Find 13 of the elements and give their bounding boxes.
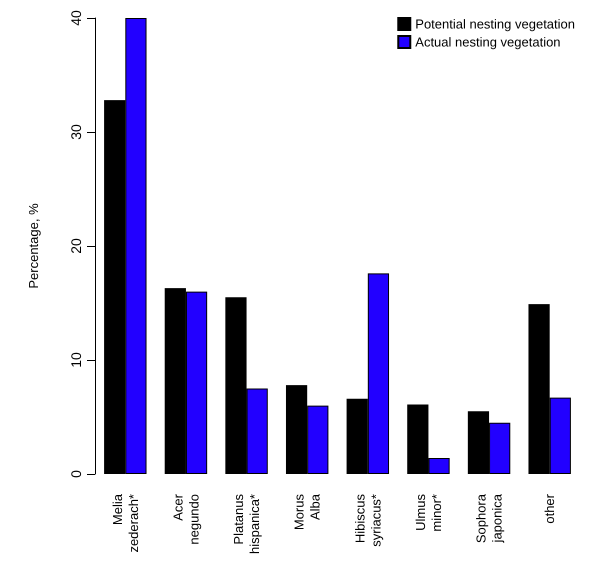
legend-label: Potential nesting vegetation bbox=[415, 16, 576, 32]
y-tick-label: 30 bbox=[68, 124, 84, 140]
x-tick-label: Ulmus minor* bbox=[412, 494, 444, 532]
x-tick-label: Melia zederach* bbox=[110, 493, 141, 553]
x-tick-label: Morus Alba bbox=[292, 493, 323, 530]
x-tick-label: Hibiscus syriacus* bbox=[352, 494, 384, 547]
y-tick-label: 10 bbox=[68, 352, 84, 368]
y-axis-title: Percentage, % bbox=[26, 202, 41, 289]
x-tick-label: other bbox=[542, 493, 558, 524]
y-tick-label: 0 bbox=[68, 470, 84, 478]
y-tick-label: 40 bbox=[68, 10, 84, 26]
legend-label: Actual nesting vegetation bbox=[415, 34, 561, 50]
y-tick-label: 20 bbox=[68, 238, 84, 254]
